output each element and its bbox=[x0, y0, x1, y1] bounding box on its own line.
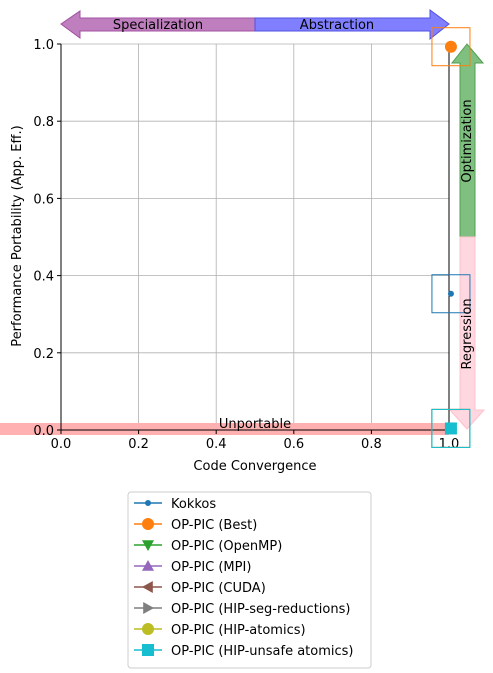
legend-box bbox=[127, 491, 372, 669]
legend-marker-3 bbox=[142, 560, 154, 571]
y-tick-label-0: 0.0 bbox=[33, 424, 54, 439]
legend: Kokkos OP-PIC (Best) OP-PIC (OpenMP) OP-PIC… bbox=[127, 491, 372, 669]
highlight-box-1-0 bbox=[431, 27, 471, 67]
legend-label-1: OP-PIC (Best) bbox=[171, 518, 257, 533]
legend-marker-7 bbox=[142, 644, 154, 656]
y-tick-label-5: 1.0 bbox=[33, 38, 54, 53]
optimization-arrow bbox=[450, 43, 485, 238]
x-tick-label-0: 0.0 bbox=[51, 437, 72, 452]
y-tick-label-4: 0.8 bbox=[33, 115, 54, 130]
legend-marker-1 bbox=[142, 518, 154, 530]
legend-marker-6 bbox=[142, 623, 154, 635]
data-point-7-0 bbox=[444, 422, 457, 435]
y-tick-label-2: 0.4 bbox=[33, 270, 54, 285]
legend-marker-0 bbox=[145, 500, 151, 506]
legend-marker-4 bbox=[142, 581, 153, 593]
x-tick-label-1: 0.2 bbox=[128, 437, 149, 452]
unportable-band bbox=[0, 423, 449, 435]
legend-label-2: OP-PIC (OpenMP) bbox=[171, 539, 282, 554]
optimization-label: Optimization bbox=[460, 99, 475, 182]
legend-label-3: OP-PIC (MPI) bbox=[171, 560, 251, 575]
legend-label-4: OP-PIC (CUDA) bbox=[171, 581, 266, 596]
x-tick-label-2: 0.4 bbox=[206, 437, 227, 452]
grid bbox=[60, 43, 450, 431]
legend-marker-2 bbox=[142, 540, 154, 551]
abstraction-label: Abstraction bbox=[300, 18, 374, 33]
ticks: 0.0 0.2 0.4 0.6 0.8 1.0 0.0 0.2 0.4 0.6 0.8 1.0 bbox=[33, 38, 459, 452]
x-tick-label-3: 0.6 bbox=[283, 437, 304, 452]
x-tick-label-5: 1.0 bbox=[439, 437, 460, 452]
y-tick-label-1: 0.2 bbox=[33, 347, 54, 362]
data-point-1-0 bbox=[444, 40, 457, 53]
legend-label-6: OP-PIC (HIP-atomics) bbox=[171, 623, 306, 638]
unportable-label: Unportable bbox=[219, 417, 291, 432]
regression-label: Regression bbox=[460, 298, 475, 369]
axes-frame bbox=[60, 44, 450, 431]
highlight-box-0-0 bbox=[431, 274, 471, 314]
regression-arrow bbox=[448, 236, 486, 430]
x-axis-label: Code Convergence bbox=[193, 459, 316, 474]
legend-label-5: OP-PIC (HIP-seg-reductions) bbox=[171, 602, 350, 617]
data-points bbox=[431, 27, 471, 448]
legend-marker-5 bbox=[143, 602, 154, 614]
highlight-box-7-0 bbox=[431, 408, 471, 448]
y-tick-label-3: 0.6 bbox=[33, 192, 54, 207]
x-tick-label-4: 0.8 bbox=[361, 437, 382, 452]
annotation-bands bbox=[0, 9, 486, 435]
annotation-labels: Specialization Abstraction Optimization … bbox=[113, 18, 475, 432]
y-axis-label: Performance Portability (App. Eff.) bbox=[10, 125, 25, 346]
legend-label-7: OP-PIC (HIP-unsafe atomics) bbox=[171, 644, 354, 659]
specialization-label: Specialization bbox=[113, 18, 203, 33]
abstraction-arrow bbox=[254, 9, 450, 41]
legend-label-0: Kokkos bbox=[171, 497, 216, 512]
data-point-0-0 bbox=[447, 290, 454, 297]
